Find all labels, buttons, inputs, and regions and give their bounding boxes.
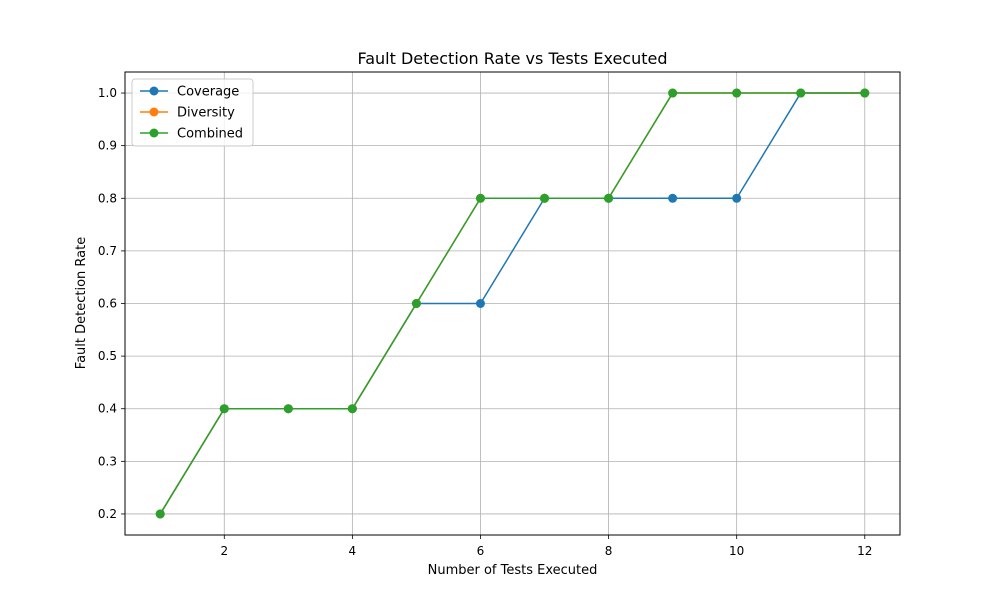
y-axis-label: Fault Detection Rate [74,237,89,369]
series-group [155,88,870,519]
y-tick-label: 0.3 [98,454,117,468]
x-tick-label: 2 [220,544,228,558]
x-tick-label: 12 [857,544,872,558]
axis-ticks: 2 4 6 8 10 12 0.2 0.3 0.4 0.5 0.6 0.7 0.8 0.9 1.0 [98,86,873,558]
data-point-combined [796,88,806,98]
y-tick-label: 0.9 [98,139,117,153]
data-point-coverage [475,299,485,308]
legend: Coverage Diversity Combined [131,78,254,147]
data-point-coverage [732,193,742,203]
data-point-combined [604,193,614,203]
data-point-combined [475,193,485,203]
data-point-combined [155,509,165,519]
chart-title: Fault Detection Rate vs Tests Executed [357,49,667,68]
data-point-coverage [668,193,678,203]
y-tick-label: 0.2 [98,507,117,521]
x-axis-label: Number of Tests Executed [428,563,598,578]
data-point-combined [283,404,293,414]
series-line-combined [159,92,865,515]
data-point-combined [411,299,421,308]
y-tick-label: 0.7 [98,244,117,258]
legend-marker-coverage [149,86,159,96]
data-point-combined [732,88,742,98]
x-tick-label: 6 [477,544,485,558]
x-tick-label: 8 [605,544,613,558]
y-tick-label: 0.5 [98,349,117,363]
legend-label-coverage: Coverage [177,85,239,100]
data-point-combined [347,404,357,414]
data-point-combined [668,88,678,98]
data-point-combined [219,404,229,414]
legend-marker-diversity [149,107,159,117]
legend-box [131,78,254,147]
y-tick-label: 0.4 [98,402,117,416]
y-tick-label: 0.8 [98,191,117,205]
x-tick-label: 10 [729,544,744,558]
plot-frame [124,71,901,536]
legend-label-diversity: Diversity [177,106,235,121]
data-point-combined [540,193,550,203]
y-tick-label: 1.0 [98,86,117,100]
series-combined [155,88,870,519]
legend-marker-combined [149,128,159,138]
x-tick-label: 4 [349,544,357,558]
data-point-combined [860,88,870,98]
legend-label-combined: Combined [177,127,243,142]
y-tick-label: 0.6 [98,297,117,311]
